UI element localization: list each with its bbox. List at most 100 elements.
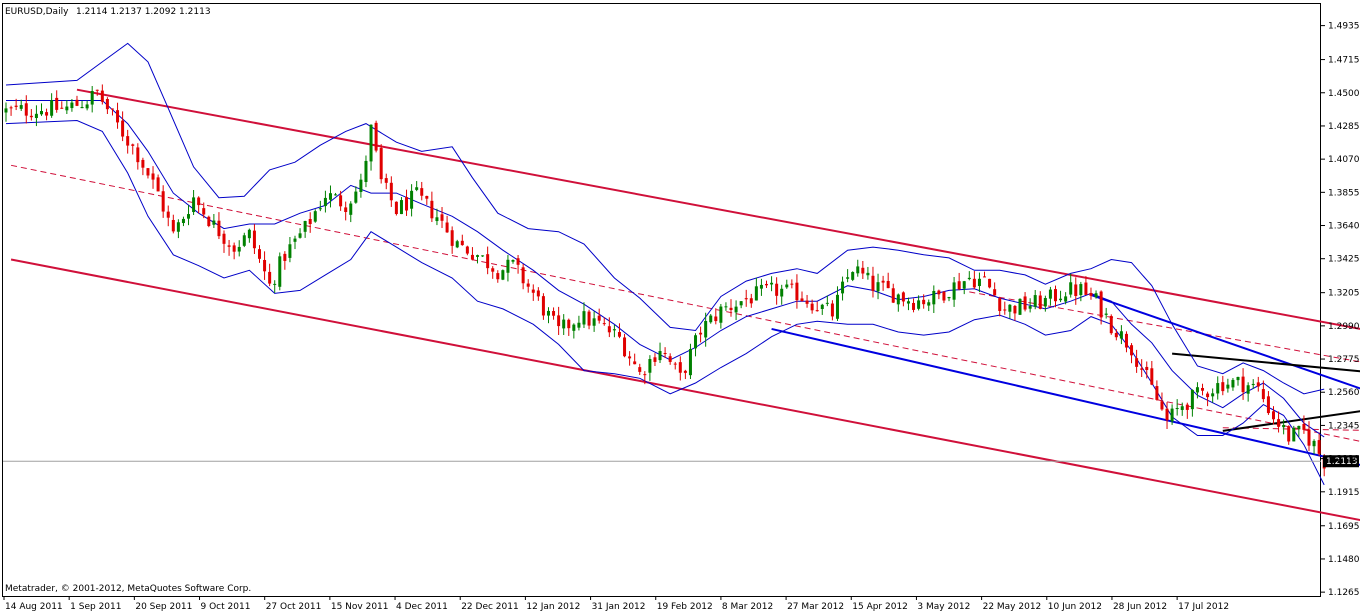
- candle-body: [1292, 427, 1296, 442]
- candle-body: [323, 197, 327, 207]
- candle-body: [1038, 295, 1042, 309]
- candle-body: [754, 286, 758, 301]
- candle-body: [653, 357, 657, 362]
- candle-body: [1130, 345, 1134, 356]
- candle-body: [415, 187, 419, 190]
- candle-body: [567, 319, 571, 329]
- candle-body: [617, 332, 621, 337]
- x-tick-label: 14 Aug 2011: [5, 602, 63, 612]
- candle-body: [45, 112, 49, 116]
- candle-body: [60, 107, 64, 109]
- candle-body: [1170, 408, 1174, 422]
- x-tick-label: 12 Jan 2012: [526, 602, 580, 612]
- x-tick-label: 22 May 2012: [983, 602, 1042, 612]
- candle-body: [1053, 289, 1057, 302]
- candle-body: [131, 144, 135, 146]
- candle-body: [486, 254, 490, 269]
- candle-body: [1282, 424, 1286, 428]
- ohlc-readout: 1.2114 1.2137 1.2092 1.2113: [76, 7, 211, 17]
- candle-body: [1312, 440, 1316, 447]
- candle-body: [1145, 366, 1149, 371]
- candle-body: [871, 275, 875, 291]
- x-tick-label: 15 Apr 2012: [852, 602, 908, 612]
- candle-body: [176, 222, 180, 232]
- candle-body: [4, 108, 8, 113]
- candle-body: [359, 179, 363, 192]
- candle-body: [1272, 411, 1275, 420]
- candle-body: [151, 173, 155, 180]
- candle-body: [506, 259, 510, 273]
- candle-body: [572, 324, 576, 331]
- candle-body: [704, 320, 708, 338]
- candle-body: [156, 177, 160, 192]
- x-tick-label: 27 Oct 2011: [266, 602, 322, 612]
- candle-body: [293, 238, 297, 242]
- candle-body: [557, 315, 561, 327]
- candle-body: [440, 214, 444, 221]
- chart-title: EURUSD,Daily: [5, 7, 69, 17]
- candle-body: [476, 255, 480, 257]
- candle-body: [405, 197, 409, 211]
- candle-body: [607, 326, 611, 333]
- candle-body: [1195, 387, 1199, 393]
- candle-body: [526, 283, 530, 287]
- candle-body: [283, 253, 287, 261]
- candle-body: [192, 197, 196, 213]
- x-tick-label: 1 Sep 2011: [70, 602, 121, 612]
- candle-body: [1013, 305, 1017, 314]
- candle-body: [582, 311, 586, 325]
- candle-body: [126, 136, 130, 146]
- candle-body: [1023, 296, 1027, 310]
- candle-body: [957, 281, 961, 290]
- candle-body: [278, 256, 282, 287]
- candle-body: [344, 207, 348, 213]
- candle-body: [212, 220, 216, 225]
- candle-body: [100, 90, 104, 102]
- candle-body: [800, 298, 804, 302]
- y-tick-label: 1.1915: [1328, 488, 1360, 498]
- x-tick-label: 22 Dec 2011: [461, 602, 519, 612]
- candle-body: [1190, 389, 1194, 410]
- candle-body: [242, 235, 246, 246]
- candle-body: [394, 201, 398, 215]
- candle-body: [217, 220, 221, 237]
- candle-body: [110, 108, 114, 110]
- candle-body: [876, 282, 880, 292]
- candle-body: [181, 218, 185, 224]
- y-tick-label: 1.2775: [1328, 355, 1360, 365]
- candle-body: [303, 221, 307, 232]
- candle-body: [1180, 406, 1184, 410]
- candle-body: [886, 280, 890, 289]
- candle-body: [592, 318, 596, 326]
- candle-body: [1048, 289, 1052, 299]
- candle-body: [587, 311, 591, 326]
- candle-body: [1114, 332, 1118, 338]
- candle-body: [501, 270, 505, 280]
- candle-body: [1251, 383, 1255, 386]
- candle-body: [759, 284, 763, 289]
- candle-body: [161, 191, 165, 212]
- candle-body: [714, 316, 718, 322]
- candle-body: [577, 322, 581, 328]
- bollinger-lower: [5, 119, 1325, 486]
- candle-body: [967, 277, 971, 280]
- candle-body: [1226, 384, 1230, 389]
- candle-body: [521, 267, 525, 284]
- candle-body: [445, 222, 449, 233]
- candle-body: [977, 278, 981, 287]
- candle-body: [1256, 382, 1260, 387]
- candle-body: [268, 271, 272, 284]
- candle-body: [1206, 393, 1210, 398]
- candle-body: [1028, 306, 1032, 309]
- candle-body: [552, 311, 556, 316]
- candle-body: [450, 230, 454, 246]
- candle-body: [491, 268, 495, 272]
- candle-body: [1150, 368, 1154, 385]
- candle-body: [379, 147, 383, 180]
- x-tick-label: 8 Mar 2012: [722, 602, 773, 612]
- y-tick-label: 1.2990: [1328, 322, 1360, 332]
- candle-body: [633, 361, 637, 365]
- candle-body: [912, 302, 916, 310]
- candle-body: [435, 217, 439, 222]
